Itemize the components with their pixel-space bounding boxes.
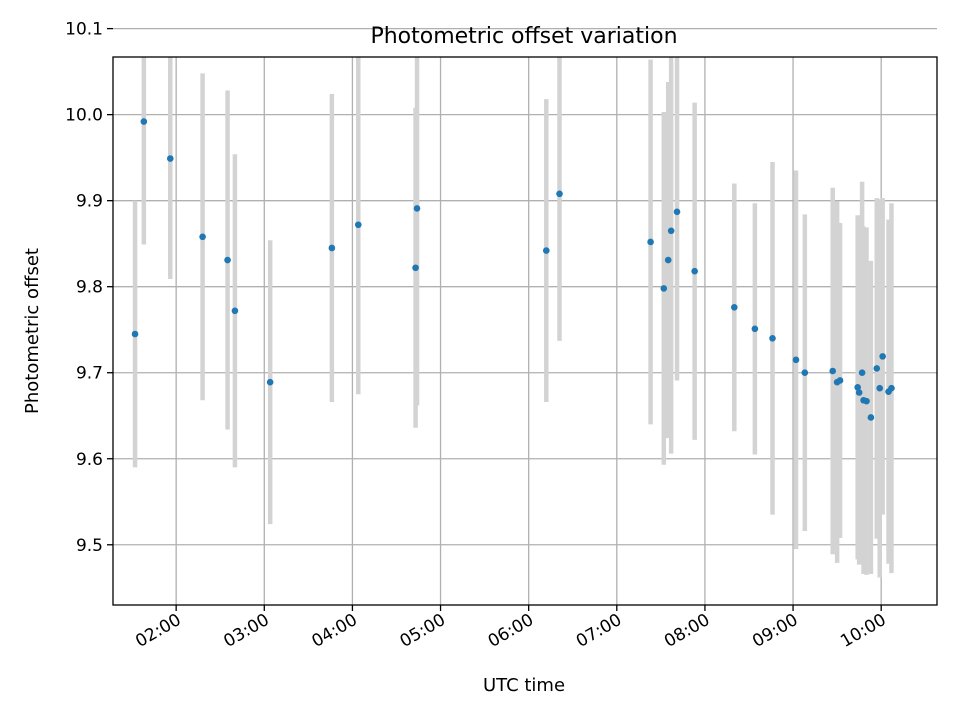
data-point xyxy=(660,285,668,292)
data-point xyxy=(412,264,419,272)
y-tick-label: 9.9 xyxy=(76,192,103,212)
data-point xyxy=(854,384,861,391)
data-point xyxy=(673,208,681,216)
data-point xyxy=(873,365,881,372)
data-point xyxy=(691,267,698,275)
data-point xyxy=(266,378,274,386)
y-axis-ticks: 9.5 9.6 9.7 9.8 9.9 10.0 10.1 xyxy=(65,20,113,556)
plot-frame xyxy=(112,56,938,606)
data-point xyxy=(751,325,759,333)
data-point xyxy=(647,238,654,246)
chart-title: Photometric offset variation xyxy=(370,24,677,49)
data-point xyxy=(131,330,139,338)
data-point xyxy=(863,397,870,405)
data-point xyxy=(231,307,239,315)
data-point xyxy=(328,244,336,252)
data-point xyxy=(667,227,675,235)
data-point xyxy=(836,377,844,384)
y-tick-label: 9.7 xyxy=(76,364,103,384)
y-tick-label: 10.0 xyxy=(65,106,103,126)
data-point xyxy=(224,256,231,264)
y-tick-label: 9.8 xyxy=(76,278,103,298)
data-point xyxy=(664,256,672,264)
data-point xyxy=(413,205,421,212)
data-point xyxy=(855,389,863,396)
data-point xyxy=(199,233,206,241)
data-point xyxy=(556,190,563,198)
data-point xyxy=(542,247,550,254)
data-point xyxy=(731,304,738,311)
data-point xyxy=(829,367,837,375)
y-tick-label: 9.5 xyxy=(76,536,103,556)
y-axis-label: Photometric offset xyxy=(22,248,43,414)
data-points xyxy=(131,118,895,421)
grid xyxy=(113,27,937,605)
data-point xyxy=(879,353,886,360)
data-point xyxy=(801,369,809,377)
x-axis-label: UTC time xyxy=(483,675,565,696)
data-point xyxy=(858,369,866,377)
data-point xyxy=(166,155,174,162)
y-tick-label: 9.6 xyxy=(76,450,103,470)
data-point xyxy=(888,384,895,392)
data-point xyxy=(792,356,800,364)
data-point xyxy=(867,414,875,421)
y-tick-label: 10.1 xyxy=(65,20,103,40)
data-point xyxy=(354,221,362,229)
data-point xyxy=(876,384,884,392)
data-point xyxy=(140,118,148,125)
data-point xyxy=(769,335,776,342)
